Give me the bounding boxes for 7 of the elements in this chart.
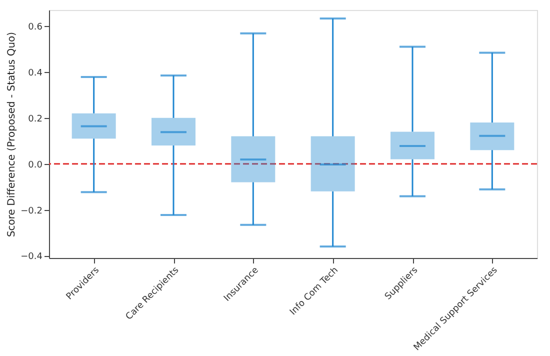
- y-tick-label: 0.4: [28, 68, 43, 78]
- y-tick-label: 0.2: [28, 114, 42, 124]
- y-tick-label: 0.6: [28, 22, 43, 33]
- y-tick-label: 0.0: [28, 160, 43, 170]
- y-tick-label: −0.2: [20, 206, 42, 216]
- y-tick-label: −0.4: [20, 252, 43, 262]
- y-axis-title: Score Difference (Proposed - Status Quo): [6, 32, 18, 238]
